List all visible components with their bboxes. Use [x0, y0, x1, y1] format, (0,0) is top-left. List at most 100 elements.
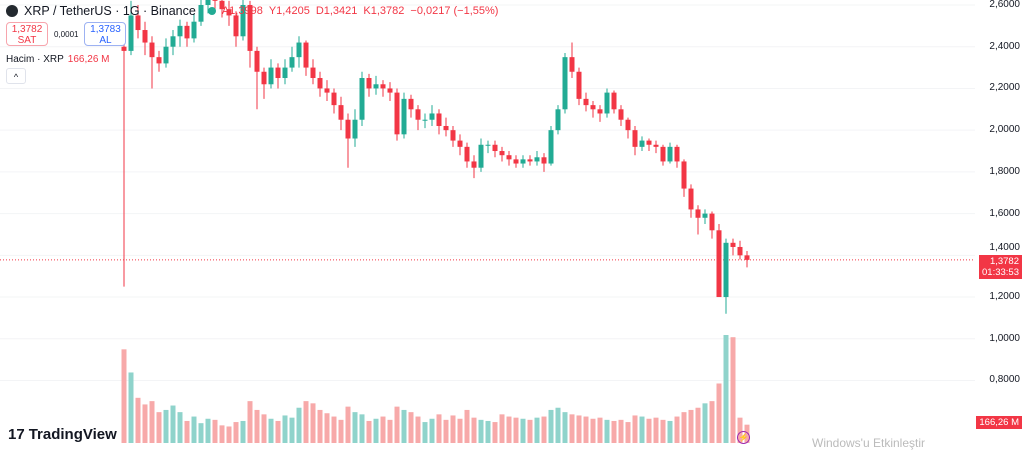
candle-body	[261, 71, 267, 85]
volume-bar	[352, 412, 358, 443]
lightning-icon[interactable]: ⚡	[737, 431, 750, 444]
candle-body	[415, 109, 421, 120]
volume-bar	[156, 412, 162, 443]
candle-body	[597, 109, 603, 114]
volume-bar	[695, 407, 701, 443]
candle-body	[695, 209, 701, 218]
candle-body	[135, 15, 141, 31]
sell-price: 1,3782	[11, 24, 43, 35]
candle-body	[450, 130, 456, 141]
volume-bar	[149, 401, 155, 443]
volume-bar	[632, 415, 638, 443]
volume-bar	[359, 414, 365, 443]
candle-body	[702, 213, 708, 218]
volume-bar	[387, 419, 393, 443]
candle-body	[723, 242, 729, 298]
candle-body	[667, 146, 673, 162]
candle-body	[492, 144, 498, 152]
volume-bar	[688, 409, 694, 443]
candle-body	[282, 67, 288, 79]
candle-body	[121, 46, 127, 51]
volume-bar	[415, 416, 421, 443]
ohlc-high: Y1,4205	[268, 5, 310, 17]
volume-bar	[317, 409, 323, 443]
buy-label: AL	[99, 35, 112, 46]
volume-bar	[702, 403, 708, 443]
candle-body	[639, 140, 645, 147]
y-tick-label: 1,2000	[989, 291, 1020, 303]
candle-body	[289, 57, 295, 68]
candle-body	[646, 140, 652, 145]
volume-bar	[212, 419, 218, 443]
volume-bar	[569, 414, 575, 443]
volume-bar	[240, 420, 246, 443]
candle-body	[632, 130, 638, 147]
candle-body	[681, 161, 687, 189]
candle-body	[380, 84, 386, 89]
ohlc-change: −0,0217 (−1,55%)	[410, 5, 499, 17]
y-tick-label: 2,0000	[989, 124, 1020, 136]
candle-body	[296, 42, 302, 58]
volume-bar	[660, 419, 666, 443]
volume-bar	[268, 418, 274, 443]
brand-name: TradingView	[28, 426, 117, 443]
candle-body	[436, 113, 442, 126]
candle-body	[240, 5, 246, 37]
candle-body	[464, 146, 470, 162]
candle-body	[555, 109, 561, 131]
volume-bar	[667, 420, 673, 443]
candle-body	[541, 157, 547, 164]
volume-bar	[583, 416, 589, 443]
volume-bar	[380, 416, 386, 443]
volume-label: Hacim · XRP	[6, 54, 64, 65]
volume-bar	[121, 349, 127, 443]
collapse-legend-button[interactable]: ^	[6, 68, 26, 84]
volume-bar	[520, 418, 526, 443]
volume-bar	[163, 409, 169, 443]
tradingview-logo[interactable]: 17 TradingView	[8, 426, 117, 443]
volume-bar	[604, 419, 610, 443]
volume-bar	[128, 372, 134, 443]
volume-bar	[198, 423, 204, 443]
sell-button[interactable]: 1,3782 SAT	[6, 22, 48, 46]
volume-bar	[485, 420, 491, 443]
candle-body	[660, 146, 666, 162]
candle-body	[611, 92, 617, 110]
volume-bar	[618, 419, 624, 443]
volume-tag: 166,26 M	[976, 416, 1022, 429]
candle-body	[345, 119, 351, 139]
candle-body	[604, 92, 610, 114]
candle-body	[268, 67, 274, 85]
volume-bar	[170, 405, 176, 443]
candle-body	[583, 98, 589, 106]
volume-bar	[513, 417, 519, 443]
volume-bar	[345, 406, 351, 443]
xrp-logo-icon	[6, 5, 18, 17]
volume-bar	[548, 409, 554, 443]
y-tick-label: 2,6000	[989, 0, 1020, 10]
candle-body	[275, 67, 281, 79]
volume-bar	[716, 383, 722, 443]
volume-bar	[464, 409, 470, 443]
buy-price: 1,3783	[90, 24, 121, 35]
volume-bar	[555, 407, 561, 443]
candle-body	[534, 157, 540, 162]
candle-body	[142, 30, 148, 43]
candle-body	[576, 71, 582, 99]
last-price-tag: 1,3782 01:33:53	[979, 255, 1022, 279]
volume-bar	[625, 422, 631, 443]
candle-body	[716, 230, 722, 298]
candle-body	[562, 57, 568, 110]
volume-bar	[478, 419, 484, 443]
activation-watermark: Windows'u Etkinleştir	[812, 436, 925, 450]
volume-bar	[247, 401, 253, 443]
volume-bar	[205, 418, 211, 443]
volume-bar	[653, 417, 659, 443]
candle-body	[674, 146, 680, 162]
symbol-title[interactable]: XRP / TetherUS · 1G · Binance	[24, 4, 196, 18]
volume-bar	[646, 418, 652, 443]
volume-bar	[730, 337, 736, 443]
buy-button[interactable]: 1,3783 AL	[84, 22, 127, 46]
volume-bar	[562, 412, 568, 443]
